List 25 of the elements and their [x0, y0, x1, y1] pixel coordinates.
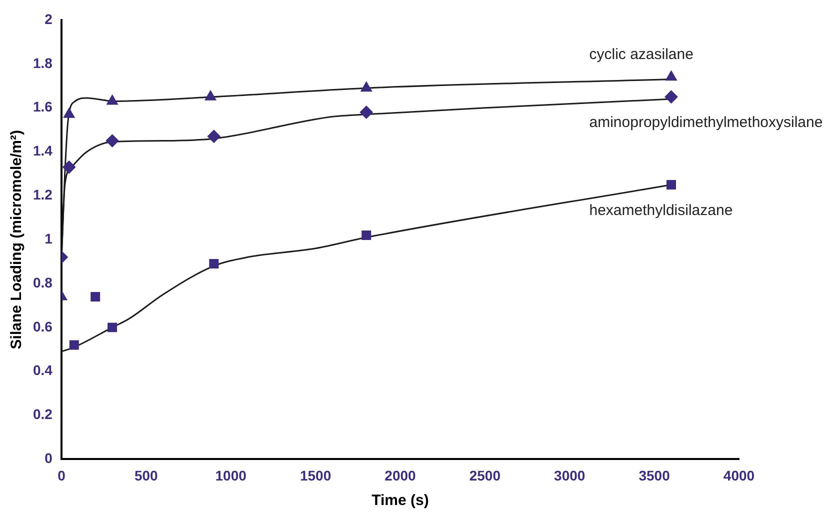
- y-tick-label: 1.8: [32, 54, 53, 71]
- y-tick-label: 0.2: [32, 406, 53, 422]
- y-tick-label: 1.6: [32, 98, 53, 115]
- x-tick-label: 0: [58, 467, 66, 484]
- y-axis-title: Silane Loading (micromole/m²): [8, 130, 26, 350]
- series-label: hexamethyldisilazane: [589, 202, 733, 219]
- x-axis-title: Time (s): [372, 492, 429, 510]
- x-tick-label: 500: [134, 467, 158, 484]
- x-tick-label: 2500: [469, 467, 501, 484]
- x-tick-label: 3500: [638, 467, 670, 484]
- y-tick-label: 0.4: [32, 362, 53, 378]
- x-tick-label: 1500: [300, 467, 332, 484]
- y-tick-label: 0.8: [32, 274, 53, 290]
- x-tick-label: 4000: [723, 467, 755, 484]
- y-tick-label: 1.2: [32, 186, 53, 203]
- y-tick-label: 2: [44, 10, 53, 27]
- y-tick-label: 1.4: [32, 142, 53, 159]
- text: aminopropyldimethylmethoxysilane: [589, 114, 823, 131]
- x-tick-label: 3000: [554, 467, 586, 484]
- x-tick-label: 1000: [215, 467, 247, 484]
- y-tick-label: 1: [44, 230, 53, 246]
- y-tick-label: 0.6: [32, 318, 53, 334]
- series-label: cyclic azasilane: [589, 46, 694, 64]
- x-tick-label: 2000: [384, 467, 416, 484]
- y-tick-label: 0: [44, 450, 53, 466]
